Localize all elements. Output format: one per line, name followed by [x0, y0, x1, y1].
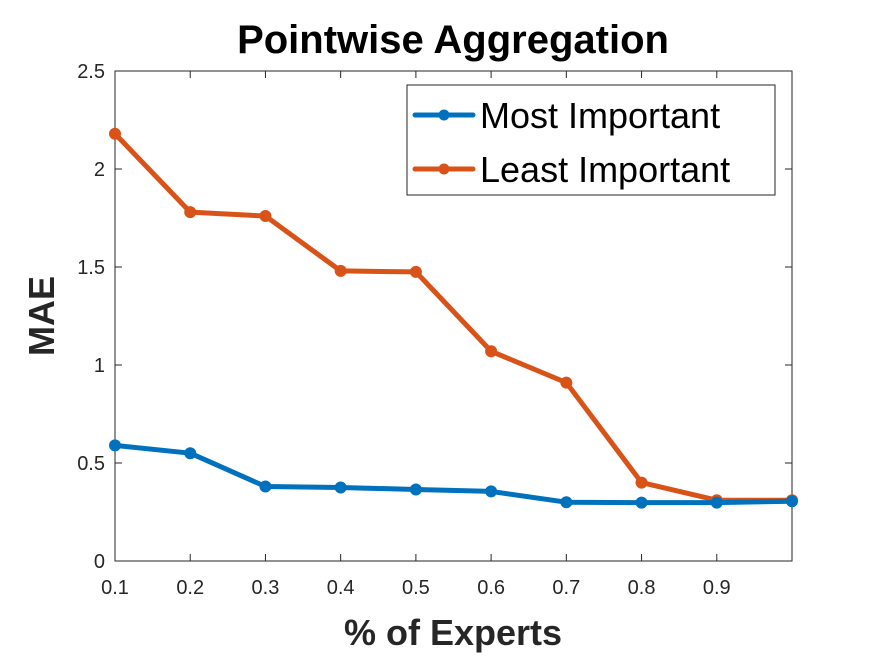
legend-entry-most-important: Most Important — [412, 95, 720, 136]
y-tick-label: 1.5 — [77, 257, 105, 279]
x-tick-label: 0.1 — [101, 577, 129, 599]
data-point-least-important — [184, 206, 197, 219]
x-tick-label: 0.9 — [703, 577, 731, 599]
x-axis: 0.1 0.2 0.3 0.4 0.5 0.6 0.7 0.8 0.9 — [101, 71, 731, 599]
y-axis: 0 0.5 1 1.5 2 2.5 — [77, 61, 792, 573]
y-tick-label: 0.5 — [77, 453, 105, 475]
series-line-most-important — [112, 442, 795, 506]
data-point-most-important — [409, 483, 422, 496]
legend-marker — [438, 163, 450, 175]
x-tick-label: 0.7 — [552, 577, 580, 599]
series-most-important — [109, 439, 798, 509]
data-point-least-important — [409, 265, 422, 278]
x-tick-label: 0.2 — [176, 577, 204, 599]
legend: Most Important Least Important — [406, 84, 776, 196]
data-point-most-important — [109, 439, 121, 452]
x-tick-label: 0.4 — [327, 577, 355, 599]
data-point-least-important — [334, 264, 347, 277]
data-point-most-important — [334, 481, 347, 494]
x-tick-label: 0.5 — [402, 577, 430, 599]
legend-entry-least-important: Least Important — [412, 149, 730, 190]
legend-label: Least Important — [480, 149, 730, 190]
y-tick-label: 1 — [94, 355, 105, 377]
y-axis-title: MAE — [21, 276, 62, 356]
x-axis-title: % of Experts — [344, 612, 562, 653]
legend-marker — [438, 109, 450, 121]
data-point-most-important — [710, 496, 723, 509]
data-point-most-important — [560, 496, 573, 509]
y-tick-label: 2.5 — [77, 61, 105, 83]
data-point-most-important — [259, 480, 272, 493]
data-point-most-important — [184, 447, 197, 460]
y-tick-label: 0 — [94, 551, 105, 573]
data-point-least-important — [560, 376, 573, 389]
data-point-least-important — [109, 127, 121, 140]
y-tick-label: 2 — [94, 159, 105, 181]
chart-title: Pointwise Aggregation — [237, 18, 669, 62]
x-tick-label: 0.6 — [477, 577, 505, 599]
data-point-most-important — [635, 496, 648, 509]
x-tick-label: 0.3 — [252, 577, 280, 599]
x-tick-label: 0.8 — [628, 577, 656, 599]
legend-label: Most Important — [480, 95, 720, 136]
data-point-most-important — [485, 485, 498, 498]
data-point-least-important — [635, 476, 648, 489]
legend-box — [406, 84, 776, 196]
data-point-most-important — [786, 495, 798, 508]
series-layer — [109, 127, 798, 509]
series-line-least-important — [112, 131, 795, 503]
data-point-least-important — [485, 345, 498, 358]
data-point-least-important — [259, 210, 272, 223]
